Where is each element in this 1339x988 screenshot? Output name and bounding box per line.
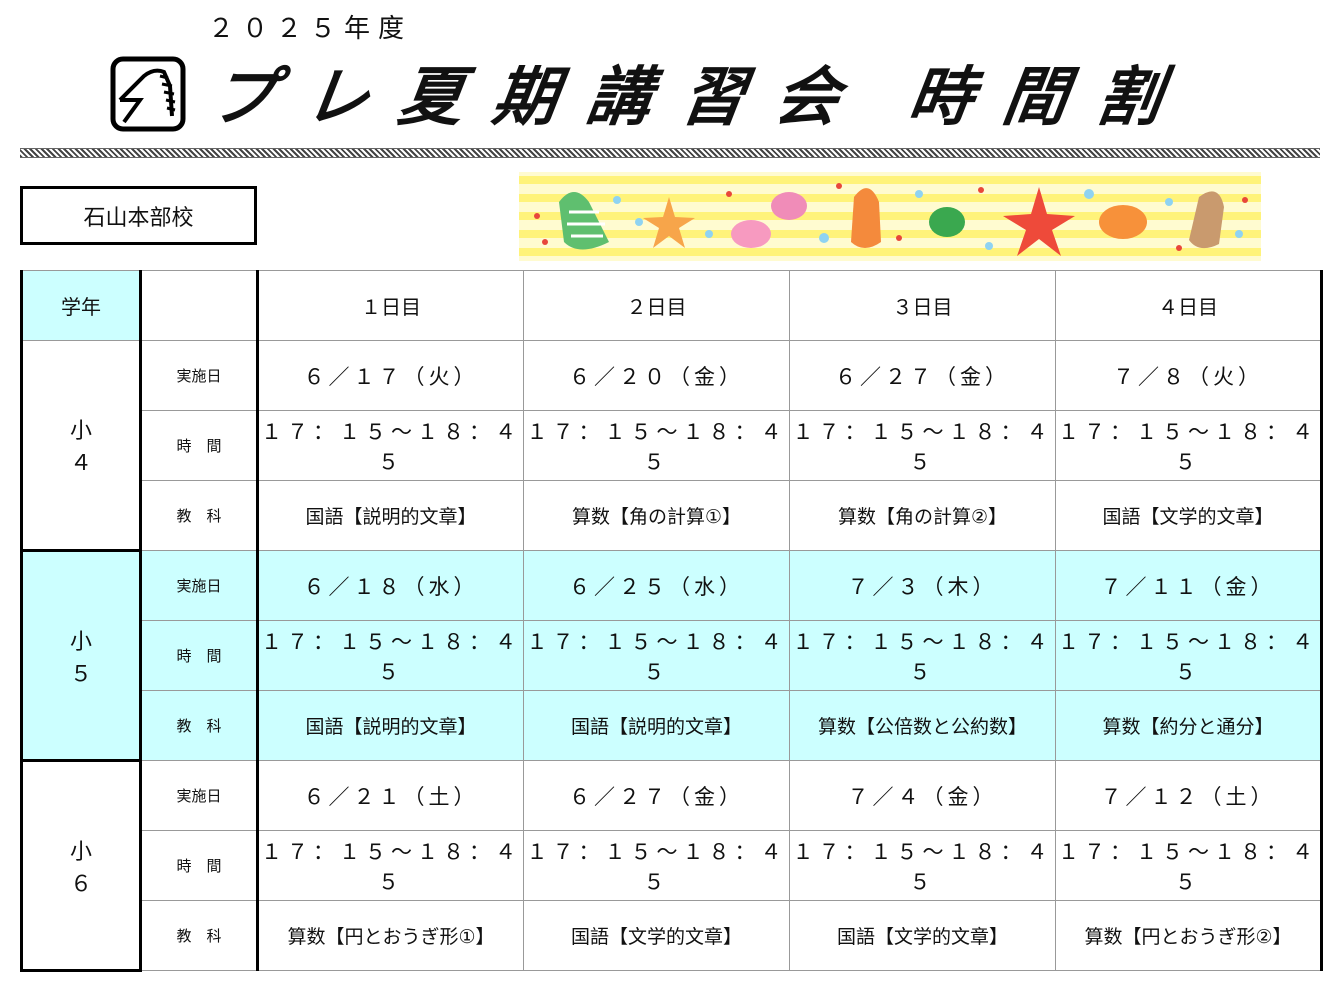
header-divider (20, 148, 1320, 158)
page-title: プレ夏期講習会 時間割 (206, 46, 1199, 138)
subject-cell: 算数【円とおうぎ形①】 (256, 900, 525, 971)
table-row: 時 間 １７：１５～１８：４５ １７：１５～１８：４５ １７：１５～１８：４５ １７：１… (22, 830, 1324, 901)
date-cell: ６／２７（金） (789, 340, 1057, 411)
date-cell: ６／２７（金） (523, 760, 791, 831)
grade-header-cell: 学年 (19, 270, 142, 341)
time-cell: １７：１５～１８：４５ (1055, 620, 1324, 691)
table-row: 時 間 １７：１５～１８：４５ １７：１５～１８：４５ １７：１５～１８：４５ １７：１… (22, 410, 1324, 481)
year-label: ２０２５年度 (208, 14, 413, 44)
subject-cell: 算数【約分と通分】 (1055, 690, 1324, 761)
subject-cell: 国語【文学的文章】 (523, 900, 791, 971)
row-label-cell: 教 科 (139, 480, 259, 551)
date-cell: ６／２１（土） (256, 760, 525, 831)
subject-cell: 算数【公倍数と公約数】 (789, 690, 1057, 761)
time-cell: １７：１５～１８：４５ (789, 410, 1057, 481)
date-cell: ６／２０（金） (523, 340, 791, 411)
table-row: 小 ４ 実施日 ６／１７（火） ６／２０（金） ６／２７（金） ７／８（火） (19, 340, 1324, 552)
day-header-cell: ２日目 (523, 270, 791, 341)
time-cell: １７：１５～１８：４５ (256, 410, 525, 481)
subject-cell: 国語【説明的文章】 (523, 690, 791, 761)
table-row: 時 間 １７：１５～１８：４５ １７：１５～１８：４５ １７：１５～１８：４５ １７：１… (22, 620, 1324, 691)
date-cell: ６／１７（火） (256, 340, 525, 411)
subject-cell: 国語【説明的文章】 (256, 480, 525, 551)
table-row: 教 科国語【説明的文章】 国語【説明的文章】 算数【公倍数と公約数】 算数【約分と通分… (22, 690, 1324, 761)
subject-cell: 国語【文学的文章】 (789, 900, 1057, 971)
time-cell: １７：１５～１８：４５ (523, 410, 791, 481)
table-row: 小 ５ 実施日 ６／１８（水） ６／２５（水） ７／３（木） ７／１１（金） (19, 550, 1324, 762)
date-cell: ７／３（木） (789, 550, 1057, 621)
table-row: 教 科算数【円とおうぎ形①】 国語【文学的文章】 国語【文学的文章】 算数【円とおうぎ… (22, 900, 1324, 971)
day-header-cell: ４日目 (1055, 270, 1324, 341)
subject-cell: 国語【説明的文章】 (256, 690, 525, 761)
horse-logo-icon (110, 56, 186, 132)
row-label-cell: 実施日 (139, 550, 259, 621)
date-cell: ７／４（金） (789, 760, 1057, 831)
title-main: プレ夏期講習会 (205, 61, 875, 135)
day-header-cell: １日目 (256, 270, 525, 341)
time-cell: １７：１５～１８：４５ (523, 830, 791, 901)
time-cell: １７：１５～１８：４５ (1055, 830, 1324, 901)
label-header-cell (139, 270, 259, 341)
header-row: 学年 １日目 ２日目 ３日目 ４日目 (19, 270, 1324, 341)
subject-cell: 国語【文学的文章】 (1055, 480, 1324, 551)
table-row: 小 ６ 実施日 ６／２１（土） ６／２７（金） ７／４（金） ７／１２（土） (19, 760, 1324, 972)
day-header-cell: ３日目 (789, 270, 1057, 341)
row-label-cell: 実施日 (139, 760, 259, 831)
date-cell: ７／１１（金） (1055, 550, 1324, 621)
date-cell: ７／１２（土） (1055, 760, 1324, 831)
title-sub: 時間割 (903, 61, 1197, 135)
date-cell: ７／８（火） (1055, 340, 1324, 411)
subject-cell: 算数【円とおうぎ形②】 (1055, 900, 1324, 971)
time-cell: １７：１５～１８：４５ (1055, 410, 1324, 481)
row-label-cell: 教 科 (139, 690, 259, 761)
seashell-banner-icon (519, 172, 1261, 261)
time-cell: １７：１５～１８：４５ (523, 620, 791, 691)
grade-cell: 小 ６ (19, 760, 142, 972)
time-cell: １７：１５～１８：４５ (256, 620, 525, 691)
time-cell: １７：１５～１８：４５ (789, 830, 1057, 901)
grade-cell: 小 ５ (19, 550, 142, 762)
time-cell: １７：１５～１８：４５ (789, 620, 1057, 691)
date-cell: ６／２５（水） (523, 550, 791, 621)
timetable: 学年 １日目 ２日目 ３日目 ４日目 小 ４ 実施日 ６／１７（火） ６／２０（金） ６… (19, 270, 1324, 972)
school-name-box: 石山本部校 (20, 186, 257, 245)
date-cell: ６／１８（水） (256, 550, 525, 621)
row-label-cell: 教 科 (139, 900, 259, 971)
row-label-cell: 実施日 (139, 340, 259, 411)
subject-cell: 算数【角の計算①】 (523, 480, 791, 551)
grade-cell: 小 ４ (19, 340, 142, 552)
subject-cell: 算数【角の計算②】 (789, 480, 1057, 551)
table-row: 教 科国語【説明的文章】 算数【角の計算①】 算数【角の計算②】 国語【文学的文章】 (22, 480, 1324, 551)
time-cell: １７：１５～１８：４５ (256, 830, 525, 901)
